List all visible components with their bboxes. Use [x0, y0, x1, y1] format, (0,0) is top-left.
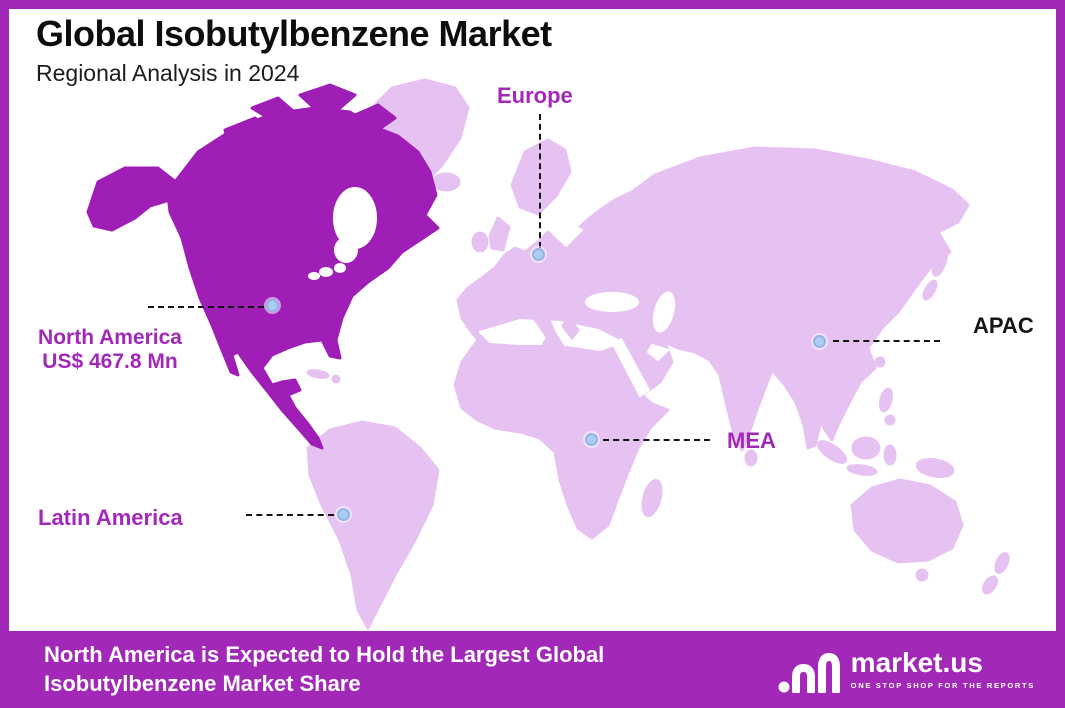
world-map [86, 78, 1010, 630]
sicily-region [542, 338, 554, 350]
persian-gulf [647, 344, 669, 361]
black-sea [585, 292, 639, 312]
apac-leader-line [833, 340, 940, 342]
arctic-island-4 [223, 116, 274, 147]
apac-label: APAC [973, 313, 1034, 338]
market-us-logo-icon [778, 652, 840, 693]
uk-region [488, 216, 511, 252]
scandinavia-region [510, 138, 572, 216]
new-zealand-south [981, 575, 999, 595]
sri-lanka-region [744, 449, 758, 467]
baltic-sea [555, 223, 583, 247]
north-america-value: US$ 467.8 Mn [42, 350, 178, 374]
hudson-bay-south [334, 237, 358, 263]
sulawesi-region [883, 444, 897, 466]
page-title: Global Isobutylbenzene Market [36, 13, 552, 54]
australia-region [850, 478, 964, 564]
ireland-region [471, 231, 489, 253]
europe-label: Europe [497, 83, 573, 108]
south-america-region [306, 420, 440, 630]
japan-south [922, 279, 938, 301]
borneo-region [851, 436, 881, 460]
philippines-south [884, 414, 896, 426]
java-region [846, 464, 878, 476]
cuba-region [306, 369, 330, 379]
sumatra-region [816, 440, 848, 464]
brand-text: market.us ONE STOP SHOP FOR THE REPORTS [850, 647, 1035, 691]
brand-tagline: ONE STOP SHOP FOR THE REPORTS [850, 681, 1035, 690]
italy-region [529, 304, 566, 354]
tasmania-region [915, 568, 929, 582]
new-guinea-region [915, 458, 955, 478]
footer-bar: North America is Expected to Hold the La… [0, 631, 1065, 708]
greece-region [561, 316, 580, 340]
latin-america-label: Latin America [38, 505, 183, 530]
latin-america-marker [337, 508, 350, 521]
arctic-island-3 [250, 96, 294, 122]
japan-north [931, 247, 949, 277]
north-america-region [166, 106, 440, 450]
great-lake-2 [334, 263, 346, 273]
mea-label: MEA [727, 428, 776, 453]
apac-marker [813, 335, 826, 348]
new-zealand-north [994, 552, 1010, 574]
philippines-region [878, 387, 894, 413]
north-america-leader-line [148, 306, 264, 308]
great-lake-3 [308, 272, 320, 280]
north-america-label: North America US$ 467.8 Mn [14, 326, 206, 374]
header: Global Isobutylbenzene Market Regional A… [36, 13, 552, 87]
footer-caption-line2: Isobutylbenzene Market Share [44, 670, 361, 696]
footer-caption-line1: North America is Expected to Hold the La… [44, 641, 605, 667]
arctic-island-2 [353, 103, 397, 132]
latin-america-leader-line [246, 514, 334, 516]
page-subtitle: Regional Analysis in 2024 [36, 60, 300, 86]
mea-leader-line [603, 439, 710, 441]
red-sea [612, 338, 650, 397]
taiwan-region [874, 356, 886, 368]
brand-block: market.us ONE STOP SHOP FOR THE REPORTS [778, 647, 1035, 693]
footer-caption: North America is Expected to Hold the La… [44, 641, 604, 698]
north-america-label-text: North America [38, 326, 182, 349]
arctic-island-1 [298, 83, 357, 110]
brand-name: market.us [850, 647, 983, 678]
alaska-region [86, 166, 178, 232]
north-america-marker [266, 299, 279, 312]
caspian-sea [652, 291, 676, 333]
mea-marker [585, 433, 598, 446]
europe-marker [532, 248, 545, 261]
madagascar-region [641, 478, 663, 518]
europe-leader-line [539, 114, 541, 248]
iceland-region [431, 172, 461, 192]
hispaniola-region [331, 374, 341, 384]
great-lake-1 [319, 267, 333, 277]
